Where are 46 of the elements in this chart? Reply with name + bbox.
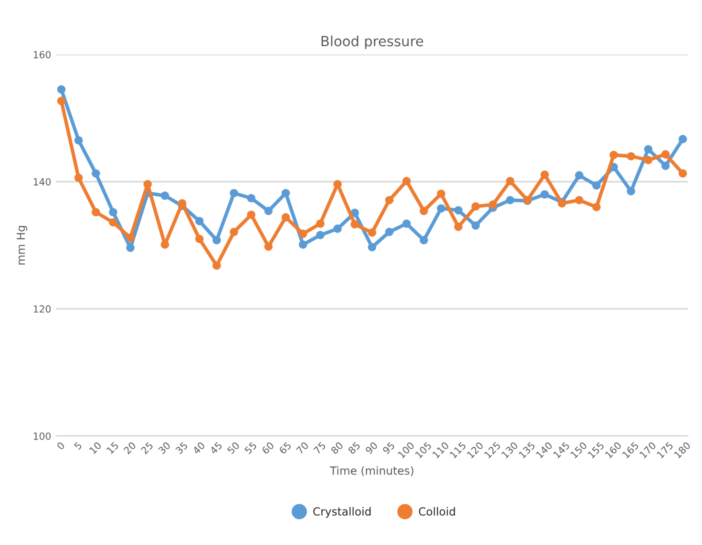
x-tick-label: 180 [674,441,691,459]
x-tick-label: 170 [639,441,656,459]
x-tick-label: 40 [192,441,206,455]
x-tick-label: 125 [484,442,501,459]
x-tick-label: 15 [106,442,119,454]
x-tick-label: 85 [348,442,361,454]
y-tick-label: 100 [34,432,51,440]
x-tick-label: 105 [414,442,432,459]
x-tick-label: 90 [364,441,378,454]
x-tick-label: 80 [330,441,344,454]
x-tick-label: 30 [158,441,171,454]
legend-label: Crystalloid [313,507,371,518]
legend-label: Colloid [418,507,455,516]
x-tick-label: 50 [226,441,240,454]
y-tick-label: 160 [34,50,51,58]
x-tick-label: 65 [278,442,292,454]
x-tick-label: 110 [432,441,450,459]
x-tick-label: 75 [313,442,326,454]
x-tick-label: 60 [261,441,274,454]
x-tick-label: 145 [553,442,570,459]
chart-title: Blood pressure [322,36,424,50]
y-tick-label: 140 [34,178,51,186]
x-tick-label: 100 [398,441,415,459]
x-axis-title: Time (minutes) [330,466,414,476]
y-tick-label: 120 [34,305,51,313]
x-tick-label: 120 [466,441,484,459]
x-tick-label: 95 [382,442,396,454]
x-tick-label: 20 [123,441,136,454]
x-tick-label: 140 [536,441,553,459]
x-tick-label: 10 [89,441,102,454]
x-tick-label: 150 [570,441,588,459]
x-tick-label: 0 [56,441,66,450]
x-tick-label: 70 [296,441,309,454]
x-tick-label: 130 [501,441,518,459]
x-tick-label: 25 [140,442,154,454]
x-tick-label: 165 [622,442,639,459]
x-tick-label: 160 [604,441,622,459]
x-tick-label: 175 [656,442,674,459]
y-axis-title: mm Hg [16,226,28,265]
x-tick-label: 55 [244,442,257,454]
x-tick-label: 5 [74,442,82,450]
x-tick-label: 115 [449,442,466,459]
x-tick-label: 35 [175,442,188,454]
x-tick-label: 135 [518,442,536,459]
x-tick-label: 45 [210,442,222,455]
x-tick-label: 155 [588,442,604,459]
